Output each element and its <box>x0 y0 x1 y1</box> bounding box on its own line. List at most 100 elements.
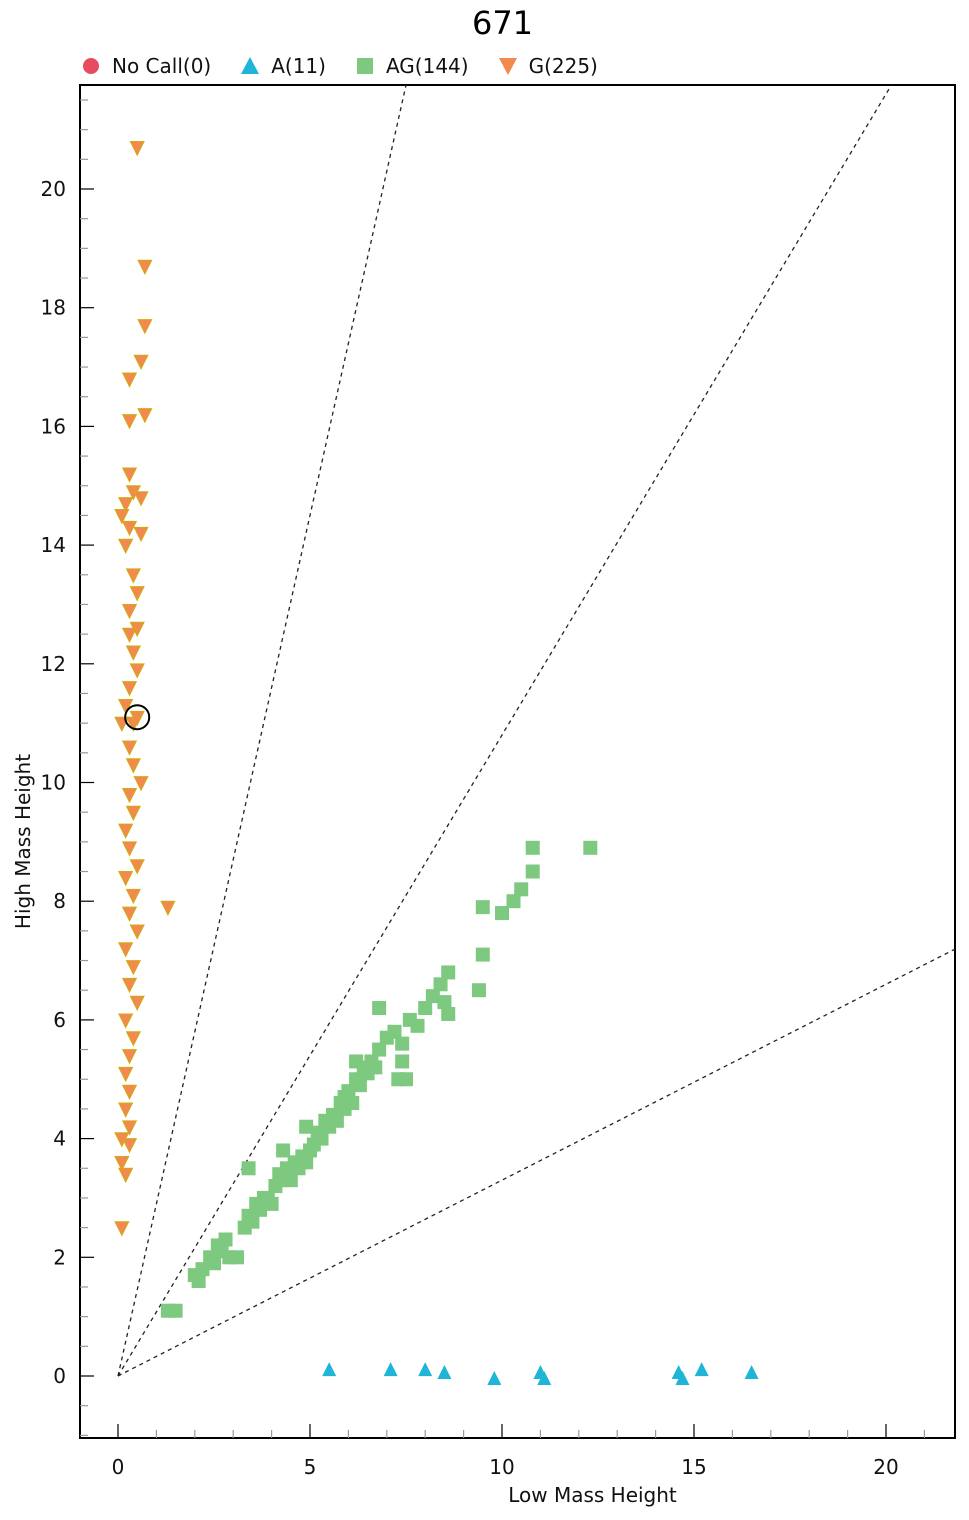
g-point <box>129 859 145 875</box>
g-point <box>114 1221 130 1237</box>
ag-point <box>395 1036 410 1051</box>
legend-item-g[interactable]: G(225) <box>497 54 598 78</box>
legend-label-g: G(225) <box>528 54 598 78</box>
x-tick-label: 15 <box>681 1455 706 1479</box>
ag-point <box>441 965 456 980</box>
g-point <box>129 710 145 727</box>
g-point <box>114 509 130 525</box>
g-point <box>121 740 138 756</box>
x-axis-title: Low Mass Height <box>508 1483 677 1507</box>
legend-item-ag[interactable]: AG(144) <box>354 54 469 78</box>
ag-point <box>191 1274 206 1289</box>
g-point <box>121 467 138 483</box>
ag-point <box>276 1143 291 1158</box>
ag-point <box>410 1018 425 1033</box>
a-point <box>418 1362 433 1377</box>
legend-item-no-call[interactable]: No Call(0) <box>80 54 211 78</box>
g-point <box>118 1066 134 1083</box>
ag-point <box>433 977 448 992</box>
ag-point <box>514 882 529 897</box>
y-tick-label: 8 <box>53 889 66 913</box>
legend: No Call(0) A(11) AG(144) G(225) <box>80 52 626 80</box>
square-marker-icon <box>356 58 373 74</box>
g-point <box>133 491 149 507</box>
ag-point <box>337 1090 352 1105</box>
chart-title: 671 <box>471 4 534 42</box>
ag-point <box>399 1072 413 1087</box>
ag-point <box>264 1196 279 1211</box>
g-point <box>121 603 138 620</box>
y-tick-label: 0 <box>53 1364 66 1388</box>
g-point <box>160 900 176 917</box>
g-point <box>121 1138 138 1154</box>
g-point <box>121 977 138 994</box>
ag-point <box>230 1250 245 1265</box>
ag-point <box>525 840 540 855</box>
g-point <box>137 408 153 424</box>
a-point <box>744 1365 759 1380</box>
ag-point <box>368 1060 383 1075</box>
g-point <box>125 645 142 661</box>
g-point <box>125 888 142 905</box>
g-point <box>121 787 138 804</box>
g-point <box>118 871 134 887</box>
y-tick-label: 20 <box>41 177 66 201</box>
g-point <box>129 995 145 1011</box>
triangle-down-marker-icon <box>498 58 517 75</box>
a-point <box>383 1362 398 1377</box>
legend-label-ag: AG(144) <box>385 54 469 78</box>
ag-point <box>475 900 490 915</box>
x-tick-label: 0 <box>112 1455 125 1479</box>
y-tick-label: 18 <box>41 296 66 320</box>
g-point <box>114 1155 130 1172</box>
legend-item-a[interactable]: A(11) <box>239 54 326 78</box>
y-tick-label: 6 <box>53 1008 66 1032</box>
g-point <box>133 776 149 792</box>
a-point <box>537 1370 552 1385</box>
g-point <box>121 841 138 857</box>
x-tick-label: 10 <box>489 1455 514 1479</box>
triangle-up-marker-icon <box>241 57 260 74</box>
selected-point-ring <box>124 704 151 731</box>
g-point <box>118 497 134 513</box>
a-point <box>487 1370 502 1385</box>
ag-point <box>372 1001 387 1016</box>
ag-point <box>352 1078 367 1093</box>
ag-point <box>583 840 598 855</box>
a-point <box>694 1362 709 1377</box>
ag-point <box>195 1262 210 1277</box>
g-point <box>137 319 153 335</box>
g-point <box>125 758 142 774</box>
a-point <box>322 1362 337 1377</box>
g-point <box>121 1084 138 1101</box>
g-point <box>121 414 138 430</box>
g-point <box>118 1013 134 1029</box>
ag-point <box>253 1202 268 1217</box>
y-tick-label: 12 <box>41 652 66 676</box>
g-point <box>125 960 142 976</box>
x-tick-label: 20 <box>873 1455 898 1479</box>
ag-point <box>475 947 490 962</box>
a-point <box>437 1365 452 1380</box>
ag-point <box>349 1054 364 1069</box>
g-point <box>118 942 134 958</box>
g-point <box>121 520 138 537</box>
g-point <box>137 259 153 276</box>
plot-frame <box>79 84 956 1439</box>
y-tick-label: 2 <box>53 1245 66 1269</box>
ag-point <box>437 995 452 1010</box>
y-tick-label: 14 <box>41 533 66 557</box>
legend-label-no-call: No Call(0) <box>112 54 212 78</box>
ag-point <box>329 1113 344 1128</box>
ag-point <box>418 1001 433 1016</box>
g-point <box>118 823 134 839</box>
ag-point <box>471 983 486 998</box>
g-point <box>118 1167 134 1184</box>
y-axis-title: High Mass Height <box>11 754 35 929</box>
y-tick-label: 16 <box>41 414 66 438</box>
ag-point <box>425 989 440 1004</box>
g-point <box>121 627 138 644</box>
ag-point <box>525 864 540 879</box>
ag-point <box>241 1161 256 1176</box>
g-point <box>121 681 138 697</box>
